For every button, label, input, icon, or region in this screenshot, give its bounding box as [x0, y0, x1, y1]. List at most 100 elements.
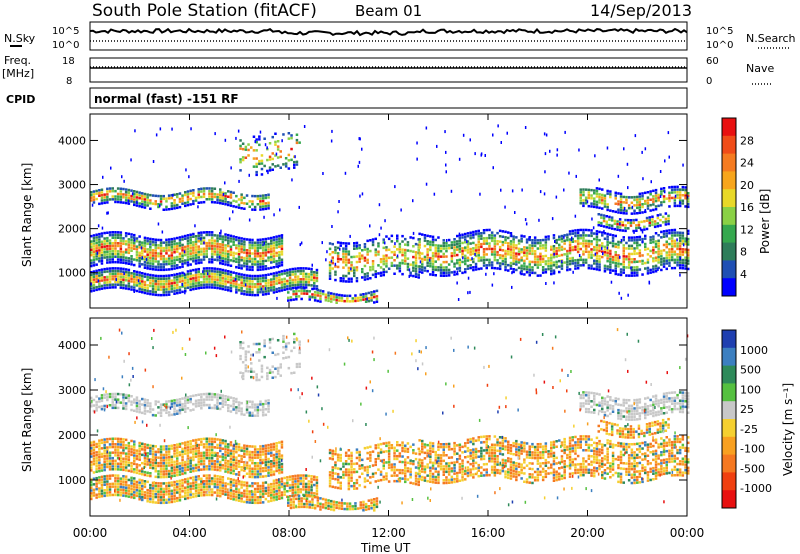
range-cell	[154, 282, 157, 286]
range-cell	[245, 274, 249, 277]
range-cell	[654, 191, 658, 195]
range-cell	[682, 163, 684, 167]
range-cell	[213, 239, 217, 242]
range-cell	[256, 241, 260, 244]
range-cell	[122, 440, 125, 444]
range-cell	[461, 252, 464, 255]
range-cell	[328, 272, 332, 275]
range-cell	[536, 266, 540, 269]
range-cell	[304, 272, 308, 276]
range-cell	[192, 202, 195, 206]
colorbar-swatch	[722, 118, 736, 137]
range-cell	[520, 269, 523, 273]
range-cell	[221, 262, 225, 266]
range-cell	[649, 249, 652, 253]
range-cell	[359, 296, 362, 299]
range-cell	[240, 446, 243, 450]
range-cell	[135, 491, 139, 495]
range-cell	[92, 483, 96, 486]
range-cell	[224, 467, 227, 470]
range-cell	[625, 255, 628, 258]
range-cell	[106, 465, 109, 469]
range-cell	[358, 244, 361, 247]
range-cell	[237, 250, 241, 253]
range-cell	[434, 252, 437, 255]
range-cell	[270, 289, 273, 292]
range-cell	[119, 258, 123, 261]
range-cell	[103, 237, 106, 240]
range-cell	[618, 220, 622, 224]
range-cell	[385, 270, 388, 274]
range-cell	[361, 192, 364, 196]
range-cell	[184, 444, 187, 447]
range-cell	[617, 243, 620, 246]
range-cell	[676, 234, 679, 237]
range-cell	[100, 254, 104, 257]
range-cell	[165, 493, 168, 496]
range-cell	[227, 465, 230, 468]
range-cell	[286, 271, 289, 275]
range-cell	[221, 279, 225, 283]
range-cell	[141, 197, 144, 200]
range-cell	[98, 251, 101, 255]
range-cell	[205, 252, 208, 256]
range-cell	[457, 298, 460, 301]
range-cell	[259, 280, 262, 283]
range-cell	[173, 248, 176, 251]
range-cell	[100, 469, 104, 472]
range-cell	[243, 262, 246, 265]
range-cell	[445, 247, 448, 250]
range-cell	[100, 193, 104, 197]
range-cell	[111, 437, 114, 440]
range-cell	[595, 203, 599, 206]
range-cell	[176, 457, 179, 460]
range-cell	[251, 445, 254, 448]
range-cell	[92, 239, 96, 243]
range-cell	[275, 282, 278, 285]
range-cell	[253, 487, 257, 491]
colorbar-tick-label: 8	[740, 246, 747, 259]
range-cell	[275, 246, 278, 249]
range-cell	[213, 460, 217, 463]
range-cell	[678, 253, 682, 256]
range-cell	[227, 253, 230, 256]
range-cell	[202, 272, 206, 276]
range-cell	[239, 160, 242, 164]
range-cell	[253, 467, 257, 471]
range-cell	[130, 233, 133, 236]
range-cell	[665, 240, 668, 243]
range-cell	[237, 482, 241, 486]
range-cell	[135, 468, 139, 472]
range-cell	[116, 233, 120, 237]
range-cell	[141, 473, 144, 476]
range-cell	[143, 448, 147, 452]
range-cell	[600, 221, 603, 225]
range-cell	[200, 480, 203, 483]
range-cell	[539, 241, 542, 245]
range-cell	[243, 237, 246, 241]
range-cell	[525, 271, 529, 274]
range-cell	[114, 454, 117, 457]
range-cell	[374, 253, 377, 257]
range-cell	[582, 250, 585, 253]
range-cell	[232, 455, 235, 459]
range-cell	[122, 278, 125, 282]
range-cell	[493, 258, 497, 262]
range-cell	[151, 501, 155, 504]
range-cell	[598, 178, 600, 182]
range-cell	[654, 245, 658, 249]
range-cell	[267, 242, 270, 246]
range-cell	[412, 264, 415, 267]
range-cell	[186, 494, 190, 497]
range-cell	[385, 246, 388, 249]
range-cell	[106, 278, 109, 281]
range-cell	[304, 267, 308, 270]
range-cell	[127, 285, 131, 288]
range-cell	[278, 270, 281, 274]
range-cell	[200, 275, 203, 279]
range-cell	[409, 249, 412, 253]
range-cell	[321, 292, 325, 296]
range-cell	[135, 273, 139, 276]
range-cell	[611, 244, 615, 248]
range-cell	[194, 199, 198, 202]
